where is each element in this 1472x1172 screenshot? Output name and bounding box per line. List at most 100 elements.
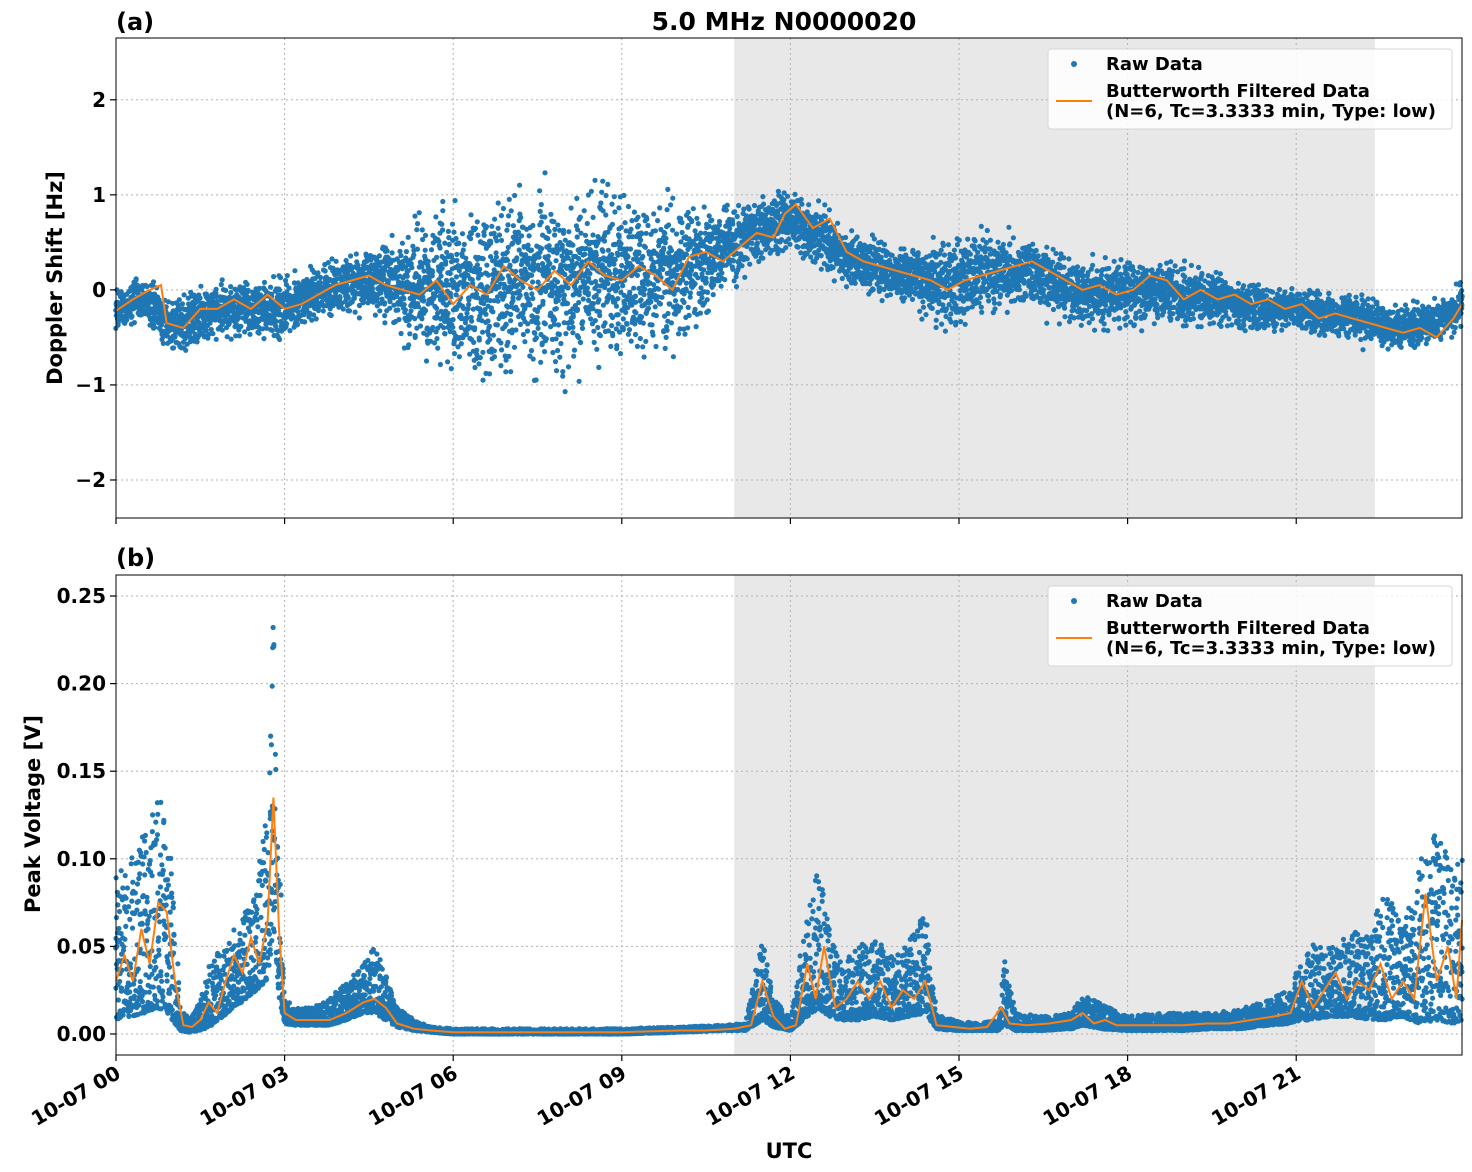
raw-data-point: [765, 245, 771, 251]
raw-data-point: [606, 262, 613, 268]
raw-data-point: [826, 207, 833, 213]
raw-data-point: [701, 267, 707, 273]
raw-data-point: [562, 271, 568, 277]
raw-data-point: [428, 247, 435, 253]
raw-data-point: [649, 322, 655, 328]
raw-data-point: [709, 217, 715, 223]
raw-data-point: [881, 241, 888, 248]
raw-data-point: [546, 228, 552, 234]
raw-data-point: [543, 336, 549, 342]
raw-data-point: [945, 242, 952, 248]
raw-data-point: [469, 318, 475, 324]
raw-data-point: [381, 301, 387, 307]
raw-data-point: [223, 287, 229, 293]
raw-data-point: [978, 304, 984, 310]
raw-data-point: [640, 253, 646, 260]
raw-data-point: [642, 286, 648, 292]
raw-data-point: [528, 348, 535, 354]
raw-data-point: [535, 325, 541, 331]
figure-title: 5.0 MHz N0000020: [652, 7, 917, 36]
raw-data-point: [723, 207, 730, 213]
raw-data-point: [430, 324, 436, 331]
raw-data-point: [399, 240, 405, 246]
raw-data-point: [644, 216, 650, 222]
raw-data-point: [581, 208, 587, 214]
raw-data-point: [284, 273, 290, 279]
raw-data-point: [843, 234, 849, 241]
raw-data-point: [171, 345, 177, 351]
raw-data-point: [129, 313, 135, 320]
raw-data-point: [577, 214, 583, 220]
raw-data-point: [637, 241, 643, 248]
raw-data-point: [404, 273, 410, 279]
raw-data-point: [179, 301, 186, 307]
raw-data-point: [686, 312, 692, 318]
panel-a-label: (a): [116, 8, 154, 36]
raw-data-point: [699, 295, 705, 301]
raw-data-point: [553, 258, 559, 264]
raw-data-point: [941, 252, 948, 258]
raw-data-point: [591, 328, 597, 334]
raw-data-point: [678, 304, 684, 310]
raw-data-point: [412, 316, 418, 322]
raw-data-point: [733, 284, 740, 290]
raw-data-point: [692, 281, 698, 287]
raw-data-point: [546, 267, 552, 273]
raw-data-point: [621, 192, 627, 198]
raw-data-point: [552, 359, 559, 365]
raw-data-point: [348, 253, 354, 259]
raw-data-point: [843, 284, 850, 290]
raw-data-point: [518, 214, 524, 221]
raw-data-point: [605, 247, 612, 253]
raw-data-point: [590, 301, 597, 307]
raw-data-point: [664, 207, 670, 213]
raw-data-point: [538, 359, 544, 365]
raw-data-point: [256, 330, 262, 336]
raw-data-point: [534, 314, 540, 321]
raw-data-point: [657, 301, 664, 307]
raw-data-point: [506, 213, 512, 219]
raw-data-point: [412, 213, 418, 219]
raw-data-point: [228, 290, 234, 296]
raw-data-point: [213, 336, 219, 342]
raw-data-point: [489, 223, 495, 229]
raw-data-point: [439, 221, 445, 227]
raw-data-point: [746, 206, 752, 212]
raw-data-point: [382, 313, 388, 319]
raw-data-point: [456, 240, 462, 246]
raw-data-point: [440, 198, 446, 205]
raw-data-point: [588, 316, 594, 322]
raw-data-point: [574, 195, 580, 201]
raw-data-point: [703, 279, 709, 285]
raw-data-point: [228, 336, 234, 342]
raw-data-point: [158, 322, 165, 328]
raw-data-point: [530, 279, 536, 285]
raw-data-point: [530, 222, 536, 229]
raw-data-point: [401, 302, 407, 308]
raw-data-point: [429, 273, 435, 279]
raw-data-point: [909, 296, 916, 302]
raw-data-point: [695, 275, 701, 281]
raw-data-point: [356, 315, 362, 321]
raw-data-point: [127, 309, 133, 315]
raw-data-point: [560, 373, 566, 379]
raw-data-point: [601, 238, 608, 244]
raw-data-point: [558, 340, 564, 347]
raw-data-point: [635, 222, 642, 229]
raw-data-point: [517, 292, 523, 298]
raw-data-point: [495, 298, 501, 304]
raw-data-point: [633, 310, 639, 316]
raw-data-point: [397, 248, 403, 254]
raw-data-point: [901, 246, 907, 252]
raw-data-point: [555, 297, 561, 303]
raw-data-point: [564, 300, 571, 307]
raw-data-point: [611, 194, 617, 200]
raw-data-point: [958, 319, 964, 325]
raw-data-point: [637, 335, 643, 342]
raw-data-point: [475, 232, 481, 238]
raw-data-point: [553, 306, 559, 312]
raw-data-point: [972, 238, 978, 244]
raw-data-point: [504, 227, 510, 233]
raw-data-point: [524, 328, 531, 334]
